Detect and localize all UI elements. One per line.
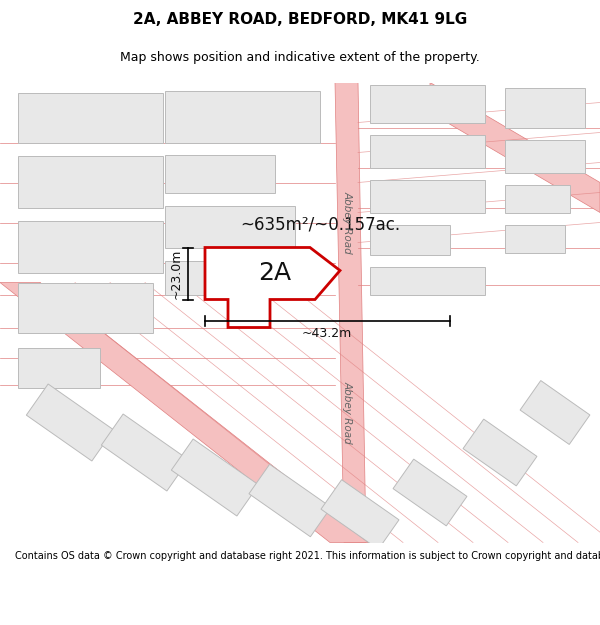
Text: ~23.0m: ~23.0m	[170, 248, 182, 299]
Polygon shape	[0, 282, 370, 542]
Polygon shape	[18, 221, 163, 272]
Polygon shape	[249, 464, 331, 537]
Polygon shape	[520, 381, 590, 444]
Polygon shape	[26, 384, 113, 461]
Polygon shape	[165, 261, 275, 294]
Polygon shape	[505, 184, 570, 213]
Polygon shape	[505, 139, 585, 172]
Polygon shape	[101, 414, 188, 491]
Polygon shape	[18, 282, 153, 332]
Polygon shape	[430, 82, 600, 212]
Polygon shape	[505, 88, 585, 128]
Polygon shape	[165, 206, 295, 248]
Polygon shape	[370, 84, 485, 122]
Text: Contains OS data © Crown copyright and database right 2021. This information is : Contains OS data © Crown copyright and d…	[15, 551, 600, 561]
Text: 2A: 2A	[259, 261, 292, 284]
Polygon shape	[370, 224, 450, 254]
Text: Map shows position and indicative extent of the property.: Map shows position and indicative extent…	[120, 51, 480, 64]
Text: Abbey Road: Abbey Road	[343, 381, 353, 444]
Polygon shape	[18, 156, 163, 208]
Polygon shape	[321, 479, 399, 549]
Polygon shape	[18, 92, 163, 142]
Polygon shape	[463, 419, 537, 486]
Polygon shape	[172, 439, 259, 516]
Polygon shape	[393, 459, 467, 526]
Polygon shape	[335, 82, 366, 542]
Polygon shape	[370, 179, 485, 213]
Polygon shape	[205, 248, 340, 328]
Polygon shape	[505, 224, 565, 253]
Polygon shape	[370, 266, 485, 294]
Polygon shape	[165, 91, 320, 142]
Text: Abbey Road: Abbey Road	[343, 191, 353, 254]
Text: ~43.2m: ~43.2m	[302, 327, 352, 340]
Polygon shape	[18, 348, 100, 388]
Polygon shape	[370, 134, 485, 168]
Text: ~635m²/~0.157ac.: ~635m²/~0.157ac.	[240, 216, 400, 234]
Polygon shape	[165, 154, 275, 192]
Text: 2A, ABBEY ROAD, BEDFORD, MK41 9LG: 2A, ABBEY ROAD, BEDFORD, MK41 9LG	[133, 11, 467, 26]
